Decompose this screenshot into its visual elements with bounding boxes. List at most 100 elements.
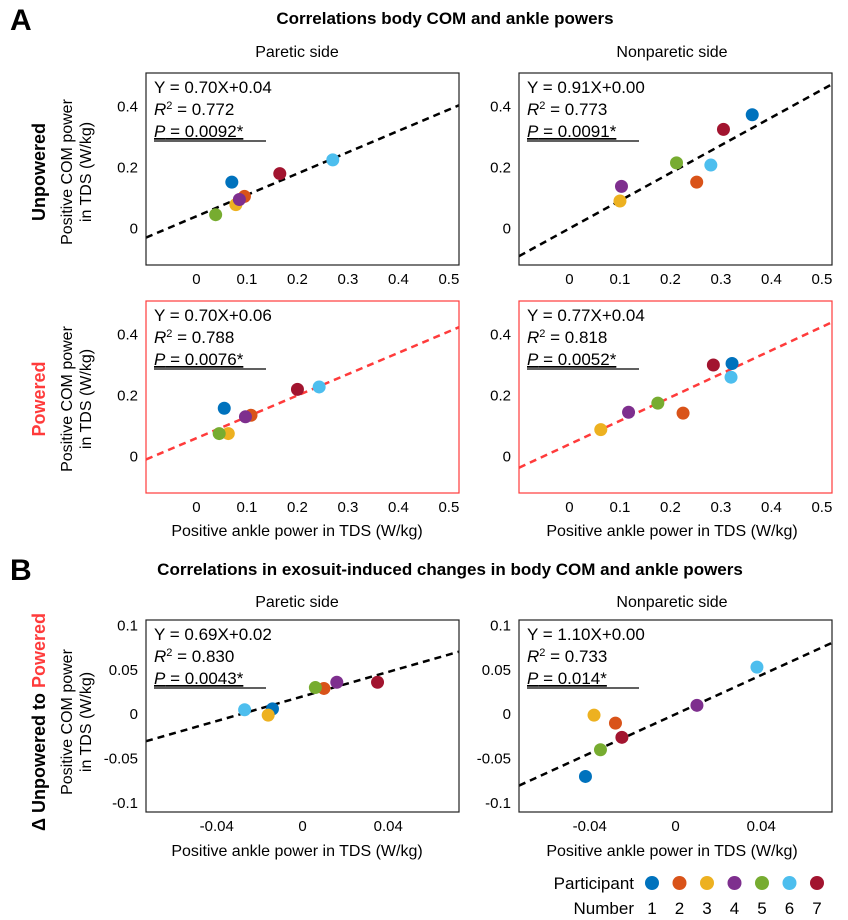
y-tick-label: 0 [503,448,511,465]
r-squared: R2 = 0.772 [154,100,234,119]
y-tick-label: 0 [130,706,138,723]
x-tick-label: 0 [192,499,200,516]
data-point-p2 [690,175,704,189]
y-tick-label: 0.05 [482,662,511,679]
x-tick-label: 0 [192,271,200,288]
x-tick-label: 0.5 [811,271,832,288]
x-tick-label: 0 [298,818,306,835]
fit-equation: Y = 0.70X+0.04 [154,78,272,97]
y-tick-label: 0.2 [490,387,511,404]
panel-a-title: Correlations body COM and ankle powers [276,9,613,28]
xlabel-powered-paretic: Positive ankle power in TDS (W/kg) [171,523,422,540]
regression-line [519,321,832,469]
data-point-p5 [212,427,226,441]
legend-dot-p7 [810,876,824,890]
ylabel-line2: in TDS (W/kg) [78,672,95,772]
fit-equation: Y = 0.69X+0.02 [154,625,272,644]
fit-equation: Y = 0.91X+0.00 [527,78,645,97]
y-tick-label: 0.1 [117,617,138,634]
col-title-nonparetic-a: Nonparetic side [616,44,727,61]
x-tick-label: 0 [671,818,679,835]
data-point-p7 [615,730,629,744]
p-value: P = 0.0076* [154,350,244,369]
legend-number: 4 [730,899,739,918]
ylabel-line1: Positive COM power [59,325,76,471]
data-point-p2 [676,406,690,420]
data-point-p5 [670,156,684,170]
legend-number: 3 [702,899,711,918]
data-point-p6 [238,703,252,717]
plot-frame [145,300,460,494]
x-tick-label: 0.3 [338,271,359,288]
row-label-delta: Δ Unpowered to Powered [29,613,49,831]
y-tick-label: 0.2 [117,387,138,404]
legend-number: 1 [647,899,656,918]
y-tick-label: -0.1 [112,795,138,812]
plot-powered-paretic: 0 0.1 0.2 0.3 0.4 0.5 0 0.2 0.4 Y = 0.70X+0.06 R2 … [117,300,460,516]
plot-frame [145,619,460,813]
data-point-p1 [725,356,739,370]
p-value: P = 0.014* [527,669,607,688]
x-tick-label: -0.04 [573,818,607,835]
y-tick-label: 0.4 [117,327,138,344]
regression-line [146,104,459,239]
legend-dot-p6 [782,876,797,890]
ylabel-line1: Positive COM power [59,98,76,244]
row-label-powered: Powered [29,361,49,436]
col-title-nonparetic-b: Nonparetic side [616,594,727,611]
y-tick-label: 0 [503,220,511,237]
y-tick-label: 0.4 [490,327,511,344]
data-point-p4 [238,410,252,424]
data-point-p6 [704,158,718,172]
plot-frame [145,72,460,266]
panel-b-title: Correlations in exosuit-induced changes … [157,560,743,579]
data-point-p7 [273,167,287,181]
x-tick-label: 0.4 [388,499,409,516]
legend-title-line2: Number [574,899,635,918]
data-point-p3 [594,423,608,437]
data-point-p1 [225,175,239,189]
data-point-p3 [587,708,601,722]
col-title-paretic-a: Paretic side [255,44,339,61]
row-label-unpowered: Unpowered [29,123,49,221]
p-value: P = 0.0052* [527,350,617,369]
data-point-p3 [261,708,275,722]
y-tick-label: 0.4 [117,99,138,116]
legend-number: 5 [757,899,766,918]
y-tick-label: 0.2 [117,159,138,176]
data-point-p5 [651,396,665,410]
y-tick-label: 0.4 [490,99,511,116]
xlabel-delta-nonparetic: Positive ankle power in TDS (W/kg) [546,843,797,860]
data-point-p6 [750,660,764,674]
data-point-p4 [330,675,344,689]
x-tick-label: 0.4 [761,271,782,288]
p-value: P = 0.0091* [527,122,617,141]
x-tick-label: 0.4 [388,271,409,288]
regression-line [146,650,459,743]
p-value: P = 0.0043* [154,669,244,688]
x-tick-label: 0.3 [338,499,359,516]
data-point-p4 [622,405,636,419]
data-point-p1 [578,769,592,783]
ylabel-line2: in TDS (W/kg) [78,122,95,222]
y-tick-label: -0.05 [104,751,138,768]
data-point-p7 [290,382,304,396]
fit-equation: Y = 0.77X+0.04 [527,306,645,325]
y-tick-label: -0.1 [485,795,511,812]
legend-number: 2 [675,899,684,918]
legend-title-line1: Participant [554,874,635,893]
x-tick-label: 0.2 [287,499,308,516]
legend-dot-p4 [727,876,742,890]
regression-line [519,641,832,787]
data-point-p4 [232,192,246,206]
y-tick-label: -0.05 [477,751,511,768]
panel-letter-b: B [10,554,32,587]
ylabel-delta-paretic: Positive COM power in TDS (W/kg) [59,648,95,794]
ylabel-line2: in TDS (W/kg) [78,349,95,449]
y-tick-label: 0.1 [490,617,511,634]
x-tick-label: 0.5 [438,499,459,516]
x-tick-label: 0.3 [711,499,732,516]
r-squared: R2 = 0.733 [527,647,607,666]
x-tick-label: 0.1 [610,499,631,516]
